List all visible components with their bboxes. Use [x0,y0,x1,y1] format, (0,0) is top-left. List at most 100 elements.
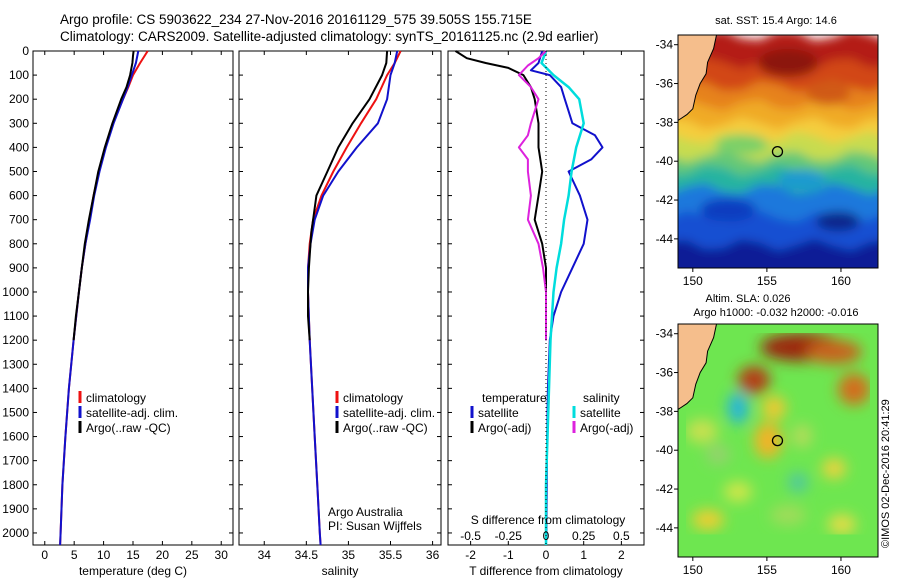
sst-eddy [716,134,768,155]
x-tick-label: 160 [831,563,851,577]
sla-anomaly [762,395,786,420]
sst-band [678,238,878,268]
top-tick-label: 0 [543,529,550,543]
x-axis-label: salinity [322,564,359,578]
sla-anomaly [692,509,724,530]
y-tick-label: -42 [656,482,674,496]
map-subtitle: Argo h1000: -0.032 h2000: -0.016 [693,307,858,319]
imos-timestamp: ©IMOS 02-Dec-2016 20:41:29 [880,399,892,548]
y-tick-label: 1100 [3,309,29,323]
map-title: sat. SST: 15.4 Argo: 14.6 [715,15,837,27]
y-tick-label: -44 [656,521,674,535]
sla-anomaly [838,373,870,406]
legend-label: satellite-adj. clim. [343,406,435,420]
y-tick-label: 300 [9,116,29,130]
y-tick-label: 1300 [2,357,29,371]
y-tick-label: -42 [656,193,674,207]
y-tick-label: 200 [9,92,29,106]
sst-eddy [778,169,826,190]
legend-label: Argo(..raw -QC) [343,421,428,435]
y-tick-label: 1700 [2,454,29,468]
map-field [678,35,878,268]
sst-eddy [700,197,756,222]
legend-label: satellite [580,406,621,420]
argo-position-marker [771,434,784,447]
profile-title: Argo profile: CS 5903622_234 27-Nov-2016… [60,12,532,27]
sla-anomaly [806,339,862,364]
sla-anomaly [828,514,856,535]
sla-anomaly [686,419,718,444]
x-tick-label: 1 [580,548,587,562]
sla-anomaly [788,472,808,493]
land-mass [678,324,718,410]
y-tick-label: 600 [9,189,29,203]
x-tick-label: 25 [185,548,199,562]
y-tick-label: -36 [656,366,674,380]
y-tick-label: 1200 [2,333,29,347]
map-frame [677,323,879,558]
sla-anomaly [822,458,846,479]
credit-line: Argo Australia [328,505,403,519]
series-line-1 [307,50,399,546]
x-axis-label: T difference from climatology [469,564,623,578]
sst-eddy [806,81,850,106]
x-tick-label: 35.5 [379,548,403,562]
x-tick-label: 150 [683,563,703,577]
x-tick-label: -1 [503,548,514,562]
series-line-2 [72,50,135,341]
x-tick-label: 36 [426,548,440,562]
y-tick-label: 500 [9,164,29,178]
argo-position-marker [771,145,784,158]
legend-label: climatology [86,391,146,405]
legend-heading: temperature [482,391,547,405]
sla-anomaly [770,505,806,526]
difference-panel: -2 -1 0 1 2 T difference from climatology S di… [447,50,645,578]
x-tick-label: 10 [97,548,111,562]
x-axis-label: temperature (deg C) [79,564,187,578]
series-line-3 [517,50,547,341]
legend-label: satellite [478,406,519,420]
y-tick-label: -36 [656,77,674,91]
y-tick-label: 2000 [2,526,29,540]
temperature-panel: 0 5 10 15 20 25 300100200300400500600700800900… [2,44,234,578]
x-tick-label: 15 [126,548,140,562]
y-tick-label: -38 [656,404,674,418]
top-tick-label: 0.25 [572,529,596,543]
y-tick-label: -38 [656,115,674,129]
series-line-2 [307,50,389,341]
series-line-1 [59,50,140,546]
legend-label: satellite-adj. clim. [86,406,178,420]
y-tick-label: 1500 [2,405,29,419]
x-tick-label: 0 [543,548,550,562]
y-tick-label: 1900 [2,502,29,516]
y-tick-label: 1600 [2,430,29,444]
sla-anomaly [792,423,812,448]
top-tick-label: -0.5 [460,529,481,543]
x-tick-label: 34 [258,548,272,562]
legend-label: climatology [343,391,403,405]
y-tick-label: 900 [9,261,29,275]
top-tick-label: -0.25 [495,529,523,543]
sla-anomaly [754,422,782,459]
sla-map: Altim. SLA: 0.026 Argo h1000: -0.032 h200… [656,293,879,577]
x-tick-label: 2 [618,548,625,562]
sst-eddy [758,48,818,77]
x-tick-label: 30 [215,548,229,562]
y-tick-label: -40 [656,443,674,457]
land-mass [678,35,718,121]
top-axis-label: S difference from climatology [471,513,626,527]
sst-eddy [816,211,860,232]
legend-label: Argo(-adj) [478,421,531,435]
x-tick-label: 35 [342,548,356,562]
y-tick-label: 1400 [2,381,29,395]
sst-map: sat. SST: 15.4 Argo: 14.6 150 155 160 -34 -36… [656,15,879,288]
legend-heading: salinity [583,391,620,405]
y-tick-label: 400 [9,140,29,154]
x-tick-label: 150 [683,274,703,288]
y-tick-label: -34 [656,327,674,341]
x-tick-label: 0 [41,548,48,562]
x-tick-label: 20 [156,548,170,562]
y-tick-label: -34 [656,38,674,52]
y-tick-label: 100 [9,68,29,82]
